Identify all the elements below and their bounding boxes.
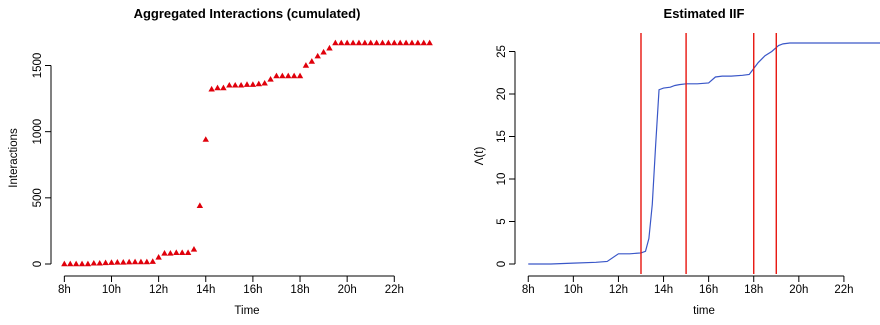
y-tick-label: 500 — [32, 188, 44, 207]
data-point-triangle — [349, 39, 357, 46]
data-point-triangle — [173, 249, 180, 255]
y-tick-label: 1500 — [32, 53, 44, 79]
data-point-triangle — [96, 259, 103, 266]
y-tick-label: 10 — [496, 173, 508, 186]
data-point-triangle — [332, 39, 339, 46]
x-tick-label: 20h — [789, 284, 808, 296]
data-point-triangle — [338, 39, 345, 46]
y-axis-label: Interactions — [8, 128, 20, 188]
iif-line — [528, 42, 880, 265]
x-tick-label: 12h — [609, 284, 628, 296]
y-tick-label: 0 — [496, 261, 508, 267]
data-point-triangle — [285, 72, 292, 79]
data-point-triangle — [408, 39, 416, 46]
y-tick-label: 20 — [496, 88, 508, 101]
data-point-triangle — [131, 258, 139, 265]
data-point-triangle — [137, 258, 145, 265]
x-tick-label: 16h — [699, 284, 718, 296]
x-tick-label: 10h — [102, 284, 121, 296]
data-point-triangle — [420, 39, 427, 46]
data-point-triangle — [314, 52, 321, 59]
x-tick-label: 18h — [744, 284, 763, 296]
data-point-triangle — [267, 75, 274, 82]
y-tick-label: 5 — [496, 218, 508, 224]
data-point-triangle — [214, 84, 221, 91]
chart-title: Estimated IIF — [664, 6, 745, 21]
data-point-triangle — [167, 250, 174, 256]
data-point-triangle — [72, 260, 80, 267]
data-point-triangle — [161, 250, 168, 256]
data-point-triangle — [61, 260, 68, 267]
data-point-triangle — [343, 39, 351, 46]
data-point-triangle — [190, 246, 198, 252]
data-point-triangle — [226, 81, 233, 88]
data-point-triangle — [426, 39, 433, 46]
data-point-triangle — [108, 259, 115, 265]
data-point-triangle — [220, 84, 227, 91]
chart-panel-iif: Estimated IIF time Λ(t) 8h 10h 12h 14h 16h 18… — [474, 6, 880, 317]
x-tick-label: 22h — [834, 284, 853, 296]
data-point-triangle — [155, 253, 162, 260]
data-point-triangle — [273, 72, 280, 79]
y-tick-label: 25 — [496, 45, 508, 58]
x-tick-label: 18h — [290, 284, 309, 296]
data-point-triangle — [396, 39, 404, 46]
data-point-triangle — [302, 62, 310, 68]
data-point-triangle — [261, 79, 268, 86]
data-point-triangle — [308, 58, 316, 64]
data-point-triangle — [90, 259, 98, 266]
data-point-triangle — [178, 249, 186, 255]
data-point-triangle — [84, 260, 92, 267]
y-axis-label: Λ(t) — [474, 147, 486, 166]
data-point-triangle — [249, 81, 257, 87]
y-tick-label: 0 — [32, 261, 44, 267]
data-point-triangle — [290, 72, 298, 79]
data-point-triangle — [326, 44, 333, 51]
x-tick-label: 10h — [564, 284, 583, 296]
data-point-triangle — [361, 39, 369, 46]
data-point-triangle — [102, 259, 109, 266]
data-point-triangle — [296, 72, 304, 79]
x-axis-label: time — [693, 305, 715, 317]
data-point-triangle — [355, 39, 363, 46]
data-point-triangle — [379, 39, 386, 46]
x-tick-label: 8h — [58, 284, 71, 296]
data-point-triangle — [120, 259, 127, 265]
x-tick-label: 8h — [522, 284, 535, 296]
data-point-triangle — [208, 85, 215, 92]
x-tick-label: 12h — [149, 284, 168, 296]
data-point-triangle — [243, 81, 251, 87]
y-tick-label: 15 — [496, 130, 508, 143]
data-point-triangle — [143, 258, 151, 265]
data-point-triangle — [279, 72, 286, 79]
x-tick-label: 14h — [196, 284, 215, 296]
data-point-triangle — [367, 39, 374, 46]
x-tick-label: 14h — [654, 284, 673, 296]
data-point-triangle — [78, 260, 86, 267]
x-tick-label: 22h — [385, 284, 404, 296]
data-point-triangle — [149, 258, 156, 264]
y-tick-label: 1000 — [32, 119, 44, 145]
data-point-triangle — [196, 202, 204, 208]
chart-title: Aggregated Interactions (cumulated) — [134, 6, 361, 21]
chart-panel-interactions: Aggregated Interactions (cumulated) Time… — [8, 6, 433, 317]
data-point-triangle — [391, 39, 398, 46]
data-point-triangle — [67, 260, 74, 267]
data-point-triangle — [255, 80, 262, 87]
data-point-triangle — [414, 39, 422, 46]
data-point-triangle — [184, 249, 192, 255]
data-point-triangle — [114, 259, 121, 265]
x-axis-label: Time — [234, 305, 259, 317]
data-point-triangle — [373, 39, 380, 46]
x-tick-label: 16h — [243, 284, 262, 296]
data-point-triangle — [385, 39, 392, 46]
data-point-triangle — [232, 81, 239, 88]
data-point-triangle — [402, 39, 410, 46]
data-point-triangle — [237, 81, 245, 88]
data-point-triangle — [125, 258, 133, 265]
x-tick-label: 20h — [338, 284, 357, 296]
data-point-triangle — [320, 48, 327, 55]
data-point-triangle — [202, 136, 209, 142]
